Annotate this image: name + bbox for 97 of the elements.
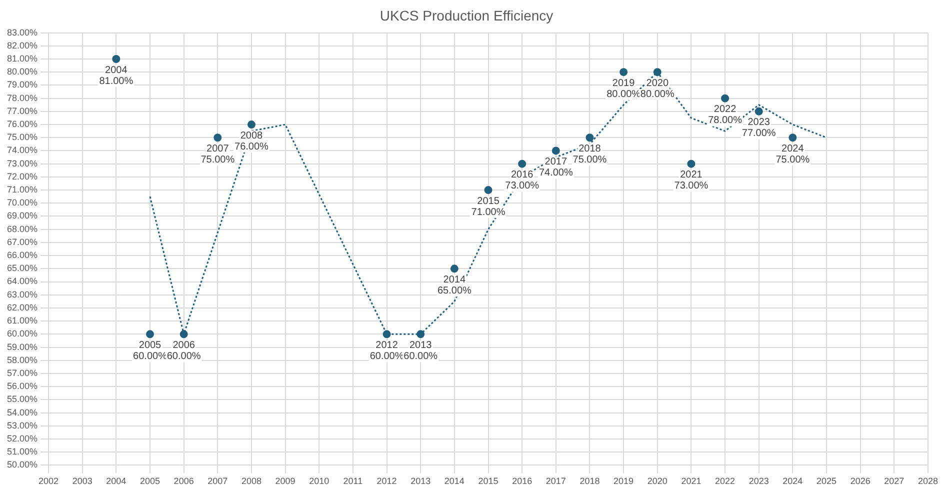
point bbox=[146, 330, 154, 338]
data-label: 2020 80.00% bbox=[640, 78, 674, 100]
y-tick-label: 72.00% bbox=[6, 171, 38, 182]
data-label: 2005 60.00% bbox=[133, 340, 168, 362]
x-tick-label: 2018 bbox=[580, 476, 600, 486]
y-tick-label: 59.00% bbox=[6, 342, 38, 352]
point bbox=[450, 264, 458, 273]
point bbox=[586, 134, 594, 142]
data-label: 2019 80.00% bbox=[606, 78, 641, 100]
x-tick-label: 2028 bbox=[918, 476, 938, 486]
point bbox=[788, 134, 797, 142]
y-tick-label: 55.00% bbox=[6, 394, 38, 404]
point bbox=[620, 68, 628, 76]
point bbox=[518, 160, 526, 168]
y-tick-label: 79.00% bbox=[6, 80, 38, 90]
x-tick-label: 2006 bbox=[174, 476, 194, 486]
x-tick-label: 2015 bbox=[478, 476, 498, 486]
y-tick-label: 63.00% bbox=[6, 289, 38, 300]
x-tick-label: 2005 bbox=[140, 476, 160, 486]
x-tick-label: 2023 bbox=[748, 476, 769, 486]
x-tick-label: 2021 bbox=[681, 476, 702, 486]
data-label: 2024 75.00% bbox=[776, 143, 810, 166]
y-tick-label: 50.00% bbox=[6, 460, 38, 470]
data-label: 2015 71.00% bbox=[471, 196, 506, 218]
x-tick-label: 2002 bbox=[38, 476, 59, 486]
x-tick-label: 2010 bbox=[309, 476, 330, 486]
x-tick-label: 2003 bbox=[72, 476, 92, 486]
y-tick-label: 74.00% bbox=[6, 145, 38, 156]
point bbox=[382, 330, 391, 338]
data-label: 2008 76.00% bbox=[234, 130, 269, 152]
point bbox=[416, 330, 425, 338]
y-tick-label: 60.00% bbox=[6, 328, 38, 339]
x-tick-label: 2019 bbox=[614, 476, 634, 486]
data-label: 2014 65.00% bbox=[437, 274, 472, 296]
y-tick-label: 80.00% bbox=[6, 66, 38, 77]
data-label: 2022 78.00% bbox=[708, 104, 742, 126]
y-tick-label: 53.00% bbox=[6, 420, 38, 430]
x-tick-label: 2012 bbox=[376, 476, 397, 486]
x-tick-label: 2008 bbox=[241, 476, 262, 486]
point bbox=[721, 94, 730, 102]
x-tick-label: 2011 bbox=[343, 476, 363, 486]
y-tick-label: 56.00% bbox=[6, 381, 38, 392]
x-tick-label: 2024 bbox=[782, 476, 803, 486]
point bbox=[484, 186, 492, 194]
point bbox=[180, 330, 188, 338]
point bbox=[247, 120, 256, 129]
data-label: 2007 75.00% bbox=[200, 143, 235, 166]
y-tick-label: 54.00% bbox=[6, 407, 38, 418]
x-tick-label: 2017 bbox=[546, 476, 566, 486]
point bbox=[687, 160, 696, 168]
x-tick-label: 2009 bbox=[275, 476, 296, 486]
y-tick-label: 58.00% bbox=[6, 354, 38, 365]
data-label: 2017 74.00% bbox=[538, 156, 573, 178]
x-tick-label: 2025 bbox=[816, 476, 837, 486]
x-tick-label: 2014 bbox=[444, 476, 464, 486]
data-label: 2006 60.00% bbox=[166, 340, 201, 362]
data-label: 2012 60.00% bbox=[370, 340, 404, 362]
x-tick-label: 2004 bbox=[106, 476, 126, 486]
x-tick-label: 2013 bbox=[410, 476, 431, 486]
y-tick-label: 70.00% bbox=[6, 198, 38, 208]
y-tick-label: 73.00% bbox=[6, 158, 38, 168]
y-tick-label: 77.00% bbox=[6, 106, 38, 116]
y-tick-label: 57.00% bbox=[6, 368, 38, 378]
data-label: 2013 60.00% bbox=[404, 340, 438, 362]
y-tick-label: 61.00% bbox=[6, 316, 38, 326]
y-tick-label: 69.00% bbox=[6, 210, 38, 221]
point bbox=[754, 107, 763, 116]
x-tick-label: 2027 bbox=[884, 476, 904, 486]
x-tick-label: 2020 bbox=[647, 476, 668, 486]
data-label: 2023 77.00% bbox=[742, 117, 776, 140]
y-tick-label: 68.00% bbox=[6, 224, 38, 234]
x-tick-label: 2022 bbox=[715, 476, 736, 486]
point bbox=[112, 55, 120, 64]
x-tick-label: 2026 bbox=[850, 476, 870, 486]
data-label: 2004 81.00% bbox=[99, 64, 134, 87]
y-tick-label: 81.00% bbox=[6, 53, 38, 64]
point bbox=[214, 134, 222, 142]
data-label: 2018 75.00% bbox=[572, 143, 607, 166]
x-tick-label: 2016 bbox=[512, 476, 532, 486]
point bbox=[653, 68, 662, 76]
y-tick-label: 64.00% bbox=[6, 276, 38, 286]
point bbox=[552, 146, 560, 155]
y-tick-label: 78.00% bbox=[6, 92, 38, 103]
y-tick-label: 51.00% bbox=[6, 446, 38, 457]
x-tick-label: 2007 bbox=[208, 476, 228, 486]
y-tick-label: 83.00% bbox=[6, 27, 38, 38]
y-tick-label: 71.00% bbox=[6, 184, 38, 195]
y-tick-label: 65.00% bbox=[6, 263, 38, 274]
y-tick-label: 66.00% bbox=[6, 250, 38, 260]
y-tick-label: 52.00% bbox=[6, 433, 38, 444]
y-tick-label: 82.00% bbox=[6, 40, 38, 50]
y-tick-label: 75.00% bbox=[6, 132, 38, 142]
data-label: 2021 73.00% bbox=[674, 170, 708, 192]
y-tick-label: 62.00% bbox=[6, 302, 38, 312]
y-tick-label: 76.00% bbox=[6, 119, 38, 130]
y-tick-label: 67.00% bbox=[6, 236, 38, 247]
chart-title: UKCS Production Efficiency bbox=[380, 7, 554, 24]
